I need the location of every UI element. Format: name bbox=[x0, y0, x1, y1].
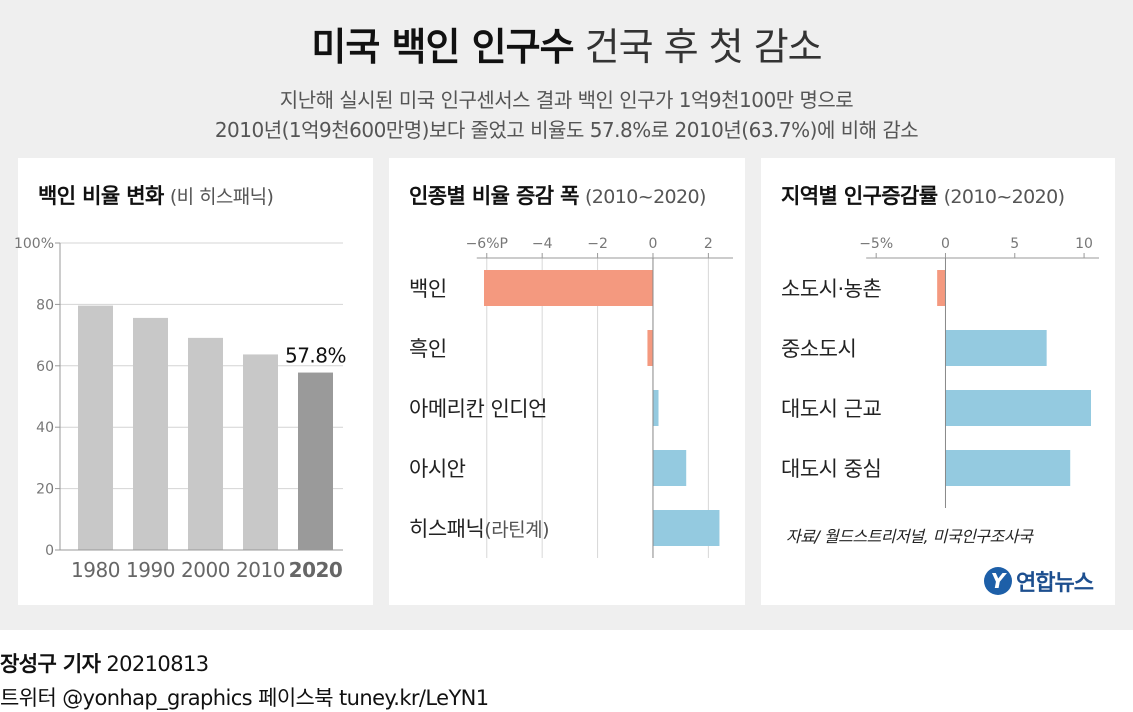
x-tick-label: −5% bbox=[859, 236, 893, 252]
panel-3-title-main: 지역별 인구증감률 bbox=[781, 184, 938, 208]
category-label: 아시안 bbox=[409, 457, 466, 481]
panel-3-title-sub: (2010~2020) bbox=[943, 186, 1065, 208]
yonhap-logo-text: 연합뉴스 bbox=[1016, 571, 1094, 596]
page-title: 미국 백인 인구수 건국 후 첫 감소 bbox=[0, 24, 1133, 70]
category-label: 히스패닉(라틴계) bbox=[409, 517, 549, 541]
x-tick-label: 2020 bbox=[289, 558, 343, 582]
source-note: 자료/ 월드스트리저널, 미국인구조사국 bbox=[786, 527, 1033, 546]
x-tick-label: −6%P bbox=[466, 236, 508, 252]
title-bold: 미국 백인 인구수 bbox=[311, 25, 574, 69]
panel-2-title: 인종별 비율 증감 폭 (2010~2020) bbox=[409, 180, 706, 210]
bar bbox=[647, 330, 653, 366]
bar bbox=[484, 270, 653, 306]
category-sublabel: (라틴계) bbox=[484, 519, 549, 541]
credit-date: 20210813 bbox=[106, 652, 209, 676]
panel-1-title-main: 백인 비율 변화 bbox=[38, 184, 164, 208]
category-label: 소도시·농촌 bbox=[781, 277, 881, 301]
bar bbox=[652, 510, 720, 546]
y-tick-label: 0 bbox=[45, 543, 54, 559]
yonhap-logo: Y 연합뉴스 bbox=[984, 564, 1094, 598]
x-tick-label: −2 bbox=[587, 236, 608, 252]
panel-3-title: 지역별 인구증감률 (2010~2020) bbox=[781, 180, 1065, 210]
category-label: 대도시 근교 bbox=[781, 397, 881, 421]
credit-line-2: 트위터 @yonhap_graphics 페이스북 tuney.kr/LeYN1 bbox=[0, 686, 489, 710]
y-tick-label: 20 bbox=[36, 482, 54, 498]
category-label: 흑인 bbox=[409, 337, 447, 361]
category-label: 중소도시 bbox=[781, 337, 856, 361]
white-ratio-chart: 0 20 40 60 80 100% 1980 1990 2000 2010 2020 57.8% bbox=[14, 236, 347, 582]
y-tick-label: 40 bbox=[36, 420, 54, 436]
y-tick-label: 60 bbox=[36, 359, 54, 375]
y-tick-label: 100% bbox=[14, 236, 54, 252]
x-tick-label: 2000 bbox=[181, 558, 230, 582]
bar bbox=[652, 390, 659, 426]
x-tick-label: 5 bbox=[1010, 236, 1019, 252]
bar bbox=[652, 450, 687, 486]
y-tick-label: 80 bbox=[36, 297, 54, 313]
bar bbox=[188, 337, 223, 550]
subtitle-line-2: 2010년(1억9천600만명)보다 줄었고 비율도 57.8%로 2010년(… bbox=[214, 118, 919, 142]
bar bbox=[937, 270, 946, 306]
bar bbox=[298, 372, 333, 550]
x-tick-label: 1990 bbox=[126, 558, 175, 582]
category-label: 대도시 중심 bbox=[781, 457, 881, 481]
subtitle-line-1: 지난해 실시된 미국 인구센서스 결과 백인 인구가 1억9천100만 명으로 bbox=[279, 88, 854, 112]
credit-line-1: 장성구 기자 20210813 bbox=[0, 648, 209, 678]
bar bbox=[945, 390, 1091, 426]
data-label: 57.8% bbox=[285, 344, 346, 368]
panel-white-ratio: 백인 비율 변화 (비 히스패닉) 0 20 40 60 80 100% 1980 1990 2… bbox=[14, 158, 373, 605]
x-tick-label: 0 bbox=[941, 236, 950, 252]
bar bbox=[945, 330, 1047, 366]
category-label: 백인 bbox=[409, 277, 447, 301]
x-tick-label: 2 bbox=[704, 236, 713, 252]
bar bbox=[945, 450, 1071, 486]
category-label: 아메리칸 인디언 bbox=[409, 397, 547, 421]
title-light: 건국 후 첫 감소 bbox=[584, 25, 823, 69]
bar bbox=[133, 317, 168, 550]
panel-2-title-main: 인종별 비율 증감 폭 bbox=[409, 184, 580, 208]
x-tick-label: 10 bbox=[1075, 236, 1093, 252]
yonhap-logo-icon: Y bbox=[984, 567, 1012, 595]
x-tick-label: 0 bbox=[649, 236, 658, 252]
x-tick-label: 1980 bbox=[71, 558, 120, 582]
panel-1-title: 백인 비율 변화 (비 히스패닉) bbox=[38, 180, 274, 210]
bar bbox=[243, 354, 278, 550]
panel-2-title-sub: (2010~2020) bbox=[584, 186, 706, 208]
bar bbox=[78, 305, 113, 550]
x-tick-label: −4 bbox=[532, 236, 553, 252]
panel-1-title-sub: (비 히스패닉) bbox=[169, 186, 274, 208]
reporter-name: 장성구 기자 bbox=[0, 652, 101, 676]
x-tick-label: 2010 bbox=[236, 558, 285, 582]
